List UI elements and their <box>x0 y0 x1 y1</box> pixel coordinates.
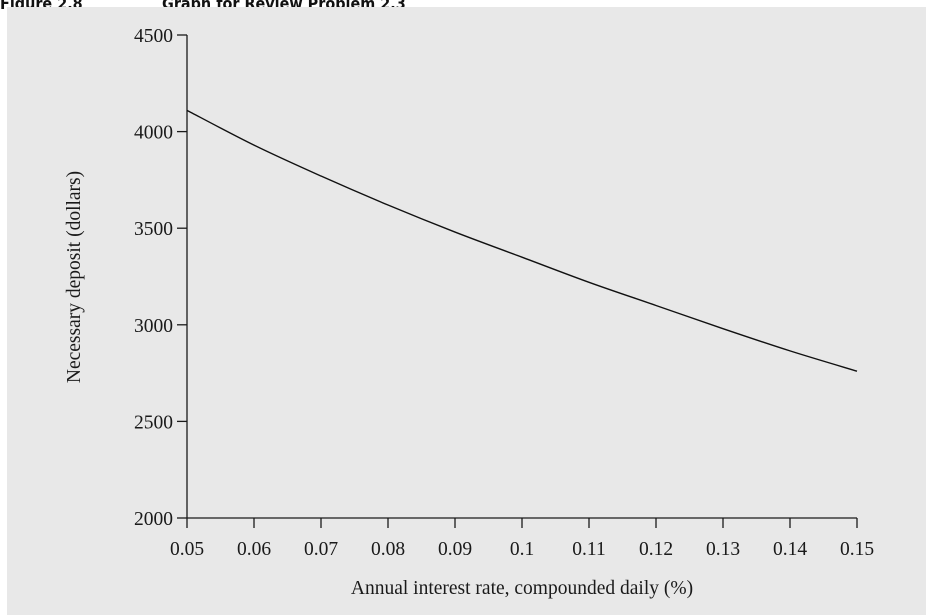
y-tick-label: 3000 <box>134 316 173 337</box>
x-tick-label: 0.08 <box>371 539 405 560</box>
y-tick-label: 2500 <box>134 412 173 433</box>
x-tick-label: 0.13 <box>706 539 740 560</box>
x-tick-label: 0.09 <box>438 539 472 560</box>
x-tick-label: 0.11 <box>572 539 605 560</box>
x-tick-label: 0.06 <box>237 539 271 560</box>
x-tick-label: 0.15 <box>840 539 874 560</box>
chart-panel <box>7 7 926 615</box>
x-tick-label: 0.14 <box>773 539 807 560</box>
x-ticks: 0.05 0.06 0.07 0.08 0.09 0.1 0.11 0.12 0.13 0.14 0… <box>170 518 874 560</box>
x-tick-label: 0.05 <box>170 539 204 560</box>
x-tick-label: 0.1 <box>510 539 534 560</box>
y-ticks: 2000 2500 3000 3500 4000 4500 <box>134 26 187 530</box>
y-tick-label: 2000 <box>134 509 173 530</box>
x-tick-label: 0.07 <box>304 539 338 560</box>
y-axis-title: Necessary deposit (dollars) <box>64 171 85 383</box>
x-axis-title: Annual interest rate, compounded daily (… <box>351 578 693 599</box>
x-tick-label: 0.12 <box>639 539 673 560</box>
series-line <box>186 109 858 372</box>
y-tick-label: 3500 <box>134 219 173 240</box>
y-tick-label: 4500 <box>134 26 173 47</box>
y-tick-label: 4000 <box>134 123 173 144</box>
